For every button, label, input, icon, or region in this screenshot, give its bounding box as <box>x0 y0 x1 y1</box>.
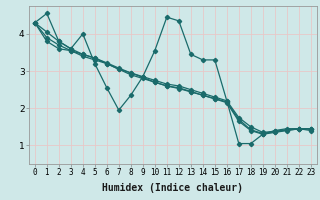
X-axis label: Humidex (Indice chaleur): Humidex (Indice chaleur) <box>102 183 243 193</box>
